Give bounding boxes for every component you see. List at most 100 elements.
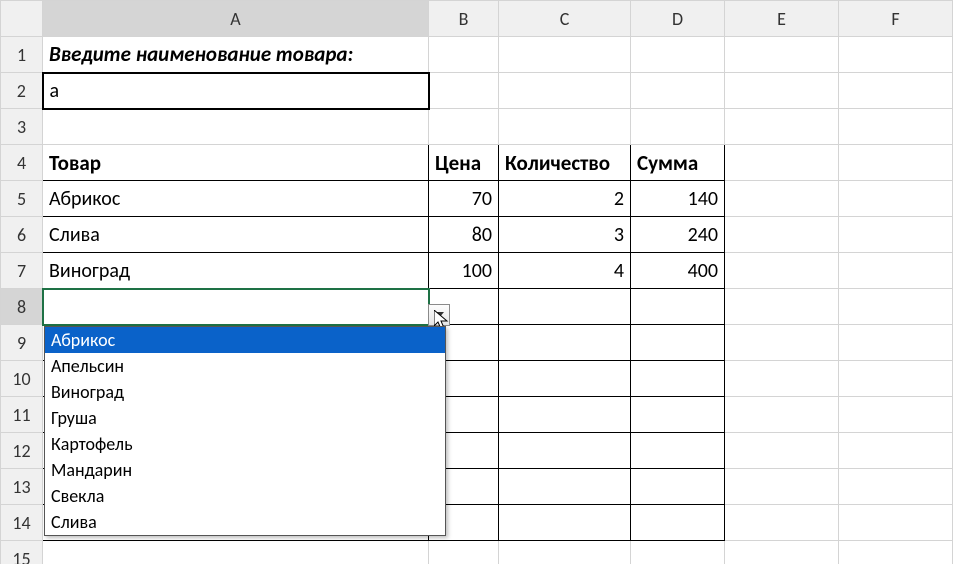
select-all-corner[interactable] — [1, 1, 43, 37]
col-header-D[interactable]: D — [631, 1, 725, 37]
cell-D11[interactable] — [631, 397, 725, 433]
cell-C13[interactable] — [499, 469, 631, 505]
dropdown-option[interactable]: Груша — [45, 405, 445, 431]
cell-A2[interactable]: а — [43, 73, 429, 109]
cell-D15[interactable] — [631, 541, 725, 564]
row-header-6[interactable]: 6 — [1, 217, 43, 253]
cell-D2[interactable] — [631, 73, 725, 109]
cell-C4[interactable]: Количество — [499, 145, 631, 181]
row-header-13[interactable]: 13 — [1, 469, 43, 505]
cell-D4[interactable]: Сумма — [631, 145, 725, 181]
cell-D14[interactable] — [631, 505, 725, 541]
cell-E11[interactable] — [725, 397, 839, 433]
col-header-B[interactable]: B — [429, 1, 499, 37]
cell-F9[interactable] — [839, 325, 953, 361]
cell-E15[interactable] — [725, 541, 839, 564]
col-header-C[interactable]: C — [499, 1, 631, 37]
cell-F2[interactable] — [839, 73, 953, 109]
cell-C3[interactable] — [499, 109, 631, 145]
data-validation-dropdown-list[interactable]: Абрикос Апельсин Виноград Груша Картофел… — [44, 326, 446, 536]
cell-E4[interactable] — [725, 145, 839, 181]
cell-B4[interactable]: Цена — [429, 145, 499, 181]
cell-C11[interactable] — [499, 397, 631, 433]
cell-E7[interactable] — [725, 253, 839, 289]
cell-A4[interactable]: Товар — [43, 145, 429, 181]
cell-E2[interactable] — [725, 73, 839, 109]
cell-C2[interactable] — [499, 73, 631, 109]
cell-D6[interactable]: 240 — [631, 217, 725, 253]
dropdown-option[interactable]: Апельсин — [45, 353, 445, 379]
cell-A15[interactable] — [43, 541, 429, 564]
cell-D13[interactable] — [631, 469, 725, 505]
dropdown-option[interactable]: Виноград — [45, 379, 445, 405]
row-header-10[interactable]: 10 — [1, 361, 43, 397]
cell-C8[interactable] — [499, 289, 631, 325]
row-header-14[interactable]: 14 — [1, 505, 43, 541]
cell-D5[interactable]: 140 — [631, 181, 725, 217]
cell-B2[interactable] — [429, 73, 499, 109]
cell-D8[interactable] — [631, 289, 725, 325]
cell-B7[interactable]: 100 — [429, 253, 499, 289]
cell-A1[interactable]: Введите наименование товара: — [43, 37, 429, 73]
cell-C7[interactable]: 4 — [499, 253, 631, 289]
row-header-2[interactable]: 2 — [1, 73, 43, 109]
cell-E3[interactable] — [725, 109, 839, 145]
cell-C6[interactable]: 3 — [499, 217, 631, 253]
cell-C5[interactable]: 2 — [499, 181, 631, 217]
row-header-9[interactable]: 9 — [1, 325, 43, 361]
cell-F14[interactable] — [839, 505, 953, 541]
cell-F5[interactable] — [839, 181, 953, 217]
cell-E14[interactable] — [725, 505, 839, 541]
row-header-15[interactable]: 15 — [1, 541, 43, 564]
dropdown-option[interactable]: Мандарин — [45, 457, 445, 483]
cell-F6[interactable] — [839, 217, 953, 253]
cell-E9[interactable] — [725, 325, 839, 361]
row-header-1[interactable]: 1 — [1, 37, 43, 73]
col-header-A[interactable]: A — [43, 1, 429, 37]
cell-A7[interactable]: Виноград — [43, 253, 429, 289]
cell-B6[interactable]: 80 — [429, 217, 499, 253]
cell-D9[interactable] — [631, 325, 725, 361]
cell-A6[interactable]: Слива — [43, 217, 429, 253]
cell-C10[interactable] — [499, 361, 631, 397]
cell-D3[interactable] — [631, 109, 725, 145]
cell-F3[interactable] — [839, 109, 953, 145]
cell-C9[interactable] — [499, 325, 631, 361]
col-header-F[interactable]: F — [839, 1, 953, 37]
dropdown-option[interactable]: Слива — [45, 509, 445, 535]
cell-E8[interactable] — [725, 289, 839, 325]
row-header-4[interactable]: 4 — [1, 145, 43, 181]
row-header-7[interactable]: 7 — [1, 253, 43, 289]
row-header-8[interactable]: 8 — [1, 289, 43, 325]
cell-D7[interactable]: 400 — [631, 253, 725, 289]
col-header-E[interactable]: E — [725, 1, 839, 37]
cell-F7[interactable] — [839, 253, 953, 289]
row-header-3[interactable]: 3 — [1, 109, 43, 145]
data-validation-dropdown-button[interactable] — [428, 304, 450, 326]
cell-A8[interactable] — [43, 289, 429, 325]
cell-B3[interactable] — [429, 109, 499, 145]
cell-A5[interactable]: Абрикос — [43, 181, 429, 217]
dropdown-option[interactable]: Абрикос — [45, 327, 445, 353]
dropdown-option[interactable]: Свекла — [45, 483, 445, 509]
cell-F15[interactable] — [839, 541, 953, 564]
cell-E5[interactable] — [725, 181, 839, 217]
cell-F13[interactable] — [839, 469, 953, 505]
cell-D12[interactable] — [631, 433, 725, 469]
dropdown-option[interactable]: Картофель — [45, 431, 445, 457]
cell-C1[interactable] — [499, 37, 631, 73]
row-header-12[interactable]: 12 — [1, 433, 43, 469]
cell-E13[interactable] — [725, 469, 839, 505]
row-header-5[interactable]: 5 — [1, 181, 43, 217]
cell-F4[interactable] — [839, 145, 953, 181]
cell-A3[interactable] — [43, 109, 429, 145]
cell-D10[interactable] — [631, 361, 725, 397]
cell-E12[interactable] — [725, 433, 839, 469]
cell-E10[interactable] — [725, 361, 839, 397]
cell-C15[interactable] — [499, 541, 631, 564]
cell-F11[interactable] — [839, 397, 953, 433]
cell-F12[interactable] — [839, 433, 953, 469]
cell-B5[interactable]: 70 — [429, 181, 499, 217]
cell-F10[interactable] — [839, 361, 953, 397]
row-header-11[interactable]: 11 — [1, 397, 43, 433]
